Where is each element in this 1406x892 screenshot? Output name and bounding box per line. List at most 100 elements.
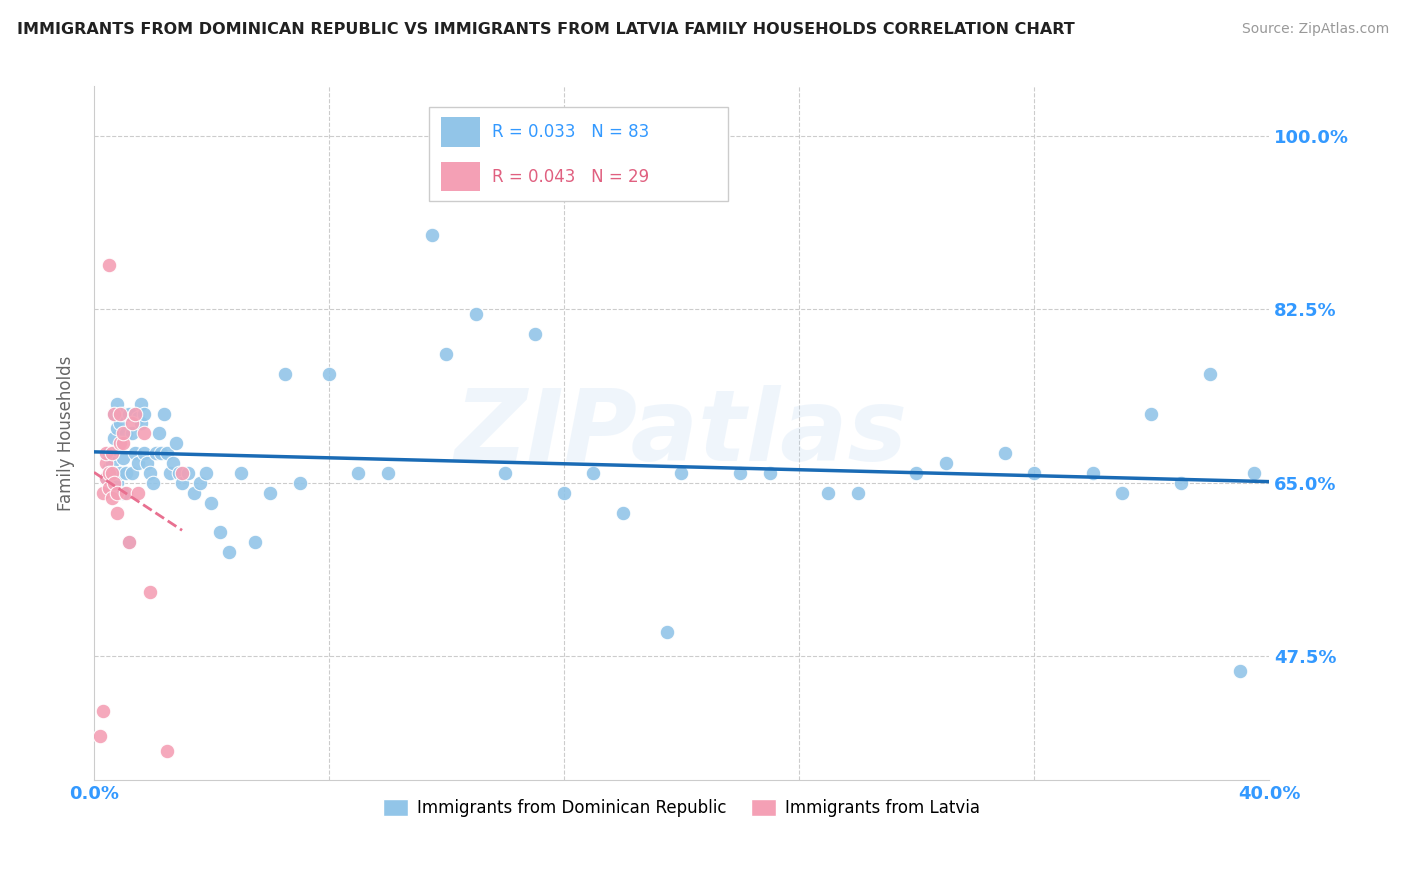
Point [110,466,132,480]
Point [107,475,129,490]
Point [156,446,179,460]
Point [188,475,211,490]
Point [100,491,122,505]
Point [347,466,370,480]
Point [1170,475,1192,490]
Point [229,466,252,480]
Point [993,446,1015,460]
Point [94,456,117,470]
Text: Source: ZipAtlas.com: Source: ZipAtlas.com [1241,22,1389,37]
Point [127,456,149,470]
Point [1111,485,1133,500]
Point [1022,466,1045,480]
Point [905,466,928,480]
Point [274,367,297,381]
Point [124,407,146,421]
Point [612,506,634,520]
Point [159,466,181,480]
Point [112,407,135,421]
Point [150,446,173,460]
Point [100,456,122,470]
Point [110,417,132,431]
Point [97,461,120,475]
Point [91,485,114,500]
Point [94,471,117,485]
Point [139,466,162,480]
Y-axis label: Family Households: Family Households [58,356,75,511]
Point [259,485,281,500]
Point [170,475,193,490]
Point [218,545,240,559]
Point [107,396,129,410]
Point [1140,407,1163,421]
Point [671,466,693,480]
Point [115,426,138,441]
Point [135,456,157,470]
Point [1199,367,1222,381]
Point [209,525,232,540]
Point [110,407,132,421]
Text: IMMIGRANTS FROM DOMINICAN REPUBLIC VS IMMIGRANTS FROM LATVIA FAMILY HOUSEHOLDS C: IMMIGRANTS FROM DOMINICAN REPUBLIC VS IM… [17,22,1074,37]
Point [100,466,122,480]
Point [118,535,141,549]
Point [655,624,678,639]
Point [97,466,120,480]
Point [103,407,125,421]
Point [124,446,146,460]
Point [494,466,516,480]
Point [132,446,155,460]
Point [112,485,135,500]
Point [420,228,443,243]
Point [112,451,135,466]
Point [127,485,149,500]
Point [200,496,222,510]
Point [112,436,135,450]
Point [318,367,340,381]
Point [436,347,458,361]
Point [1243,466,1265,480]
Point [100,446,122,460]
Point [121,466,143,480]
Point [194,466,217,480]
Point [846,485,869,500]
Point [115,485,138,500]
Point [142,475,165,490]
Point [103,431,125,445]
Point [124,407,146,421]
Point [553,485,575,500]
Legend: Immigrants from Dominican Republic, Immigrants from Latvia: Immigrants from Dominican Republic, Immi… [377,792,986,824]
Point [464,307,486,321]
Point [162,456,184,470]
Point [91,704,114,718]
Point [582,466,605,480]
Point [100,481,122,495]
Point [118,407,141,421]
Point [935,456,957,470]
Point [183,485,205,500]
Point [127,411,149,425]
Point [115,466,138,480]
Point [817,485,839,500]
Point [118,535,141,549]
Point [728,466,751,480]
Point [97,481,120,495]
Point [165,436,187,450]
Text: ZIPatlas: ZIPatlas [456,384,908,482]
Point [103,475,125,490]
Point [170,466,193,480]
Point [107,506,129,520]
Point [1229,665,1251,679]
Point [107,485,129,500]
Point [94,471,117,485]
Point [145,446,167,460]
Point [107,421,129,435]
Point [97,446,120,460]
Point [758,466,780,480]
Point [89,729,111,743]
Point [132,407,155,421]
Point [129,417,152,431]
Point [1081,466,1104,480]
Point [103,407,125,421]
Point [94,446,117,460]
Point [377,466,399,480]
